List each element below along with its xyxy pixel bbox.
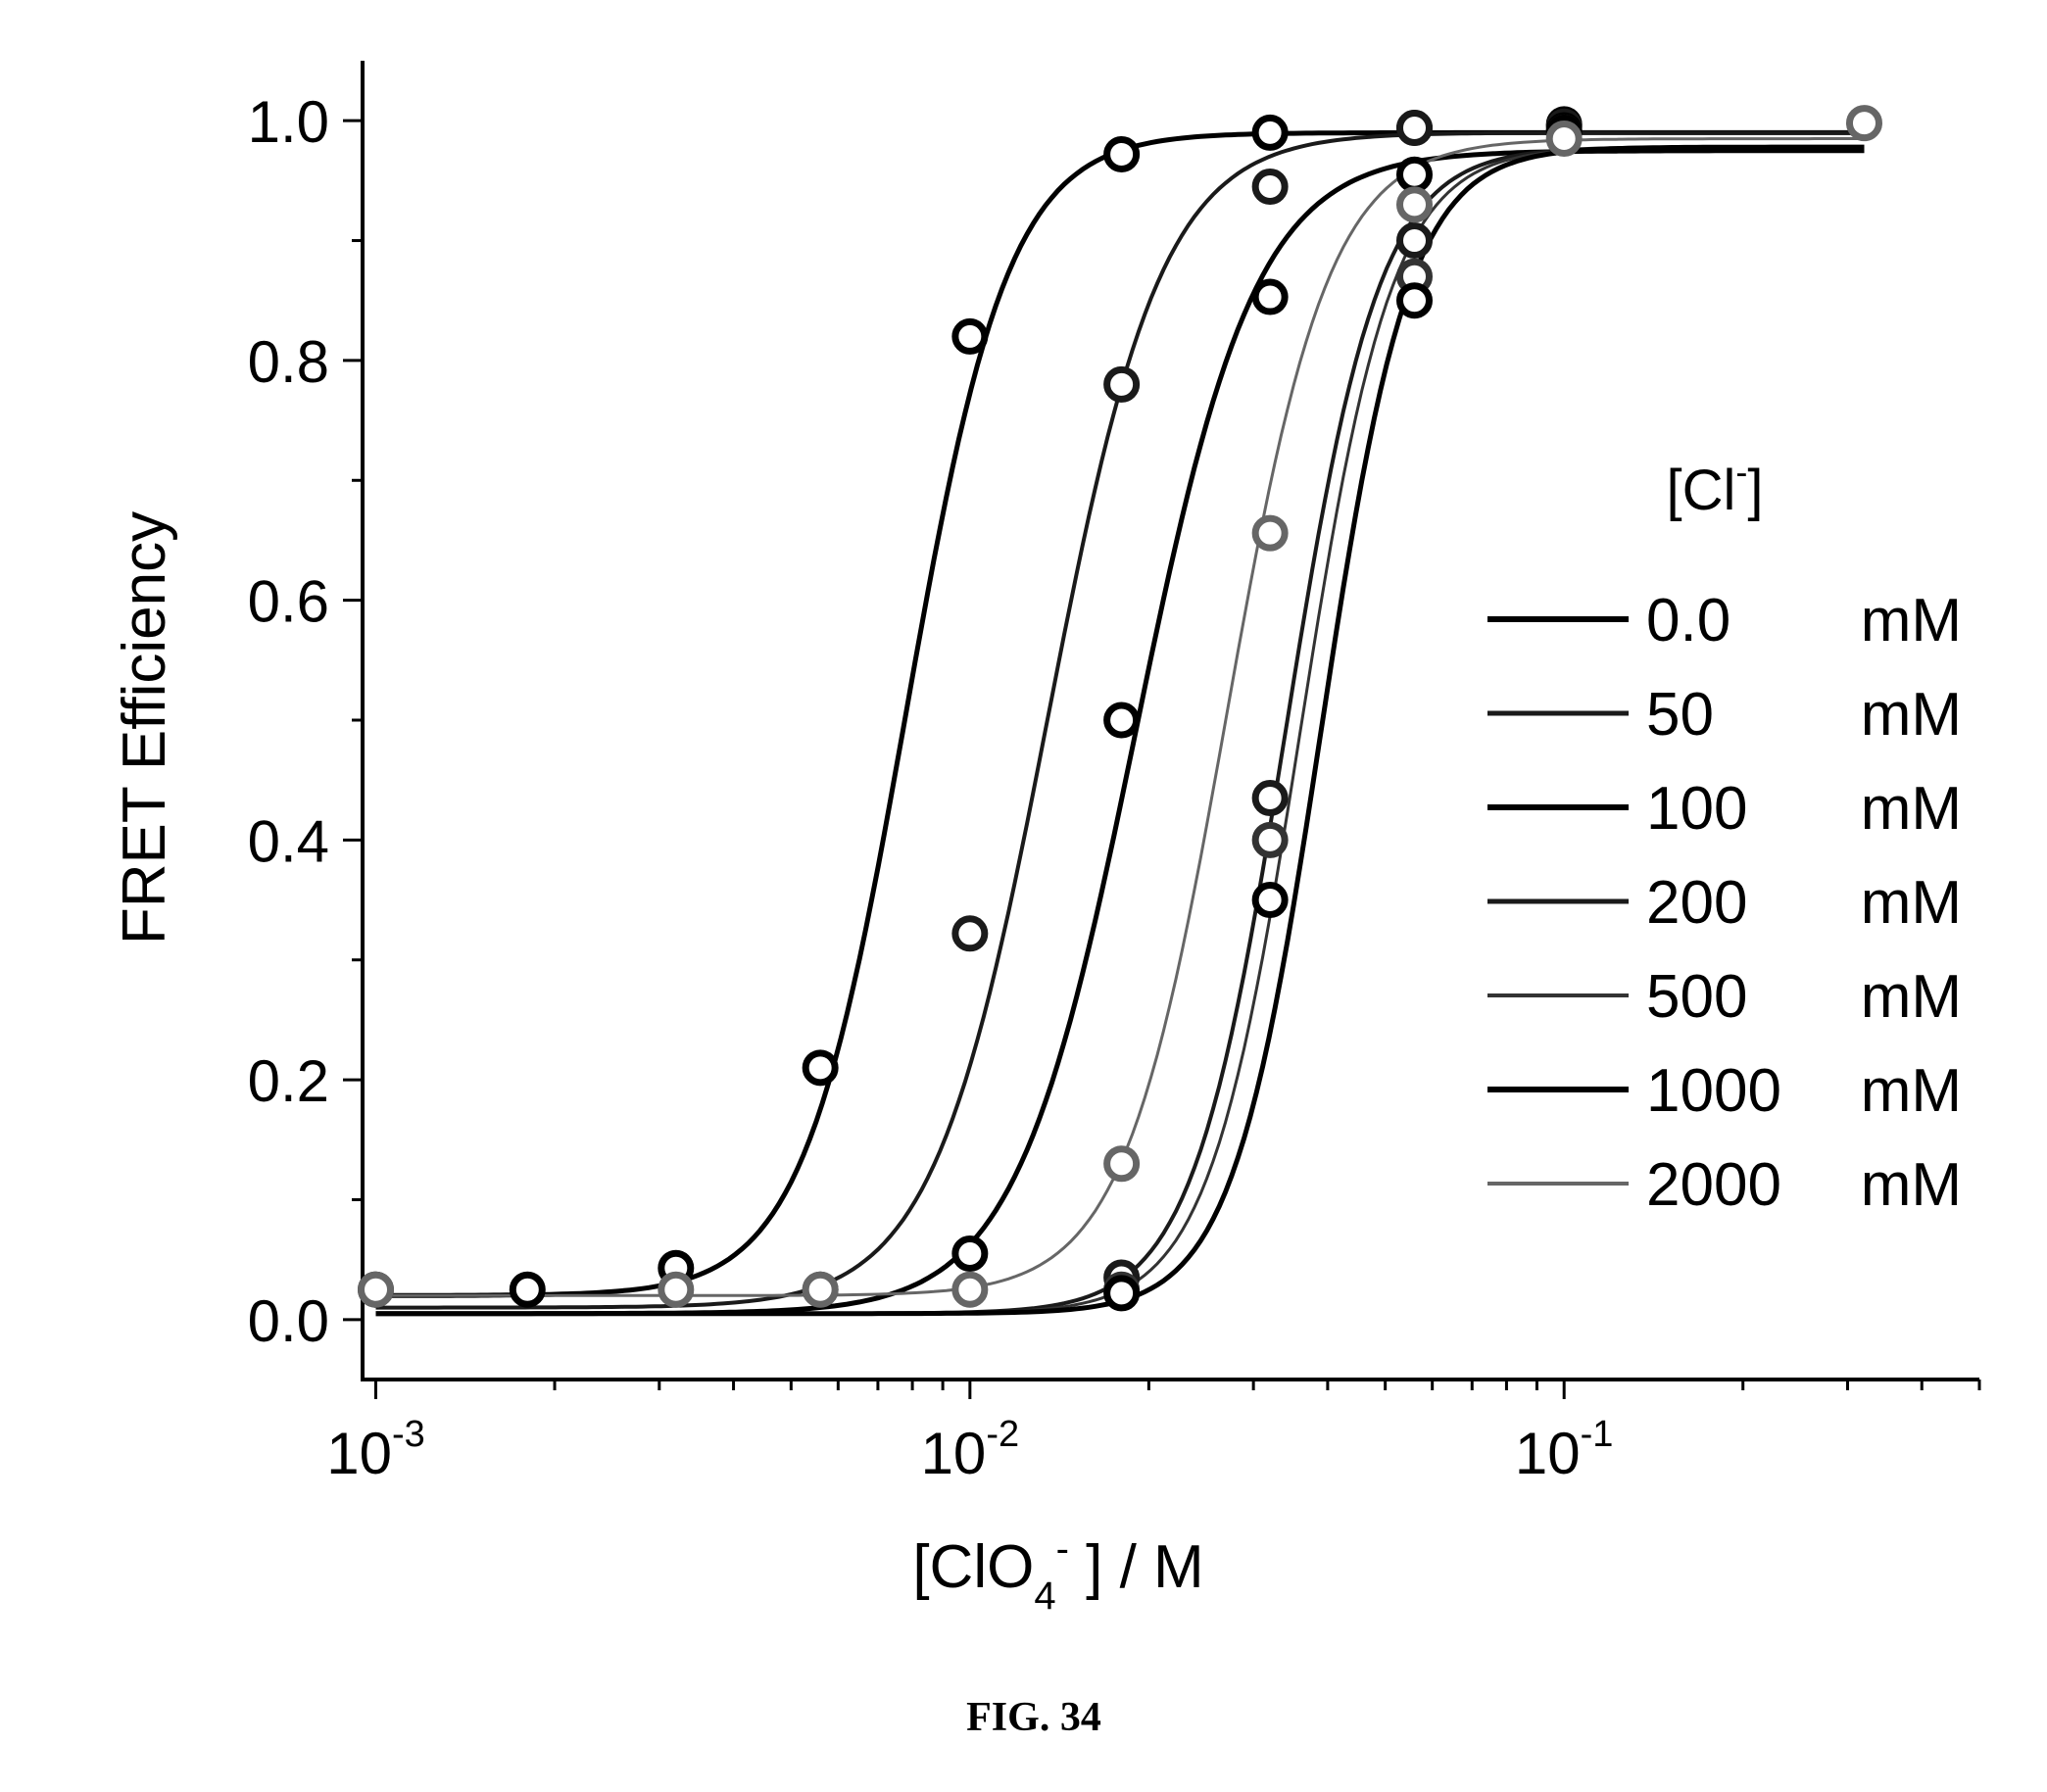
- legend-entry-unit: mM: [1861, 1057, 1962, 1125]
- x-axis-label-prefix: [ClO: [912, 1533, 1034, 1601]
- data-point-200-mm: [1400, 226, 1430, 256]
- legend-entry-unit: mM: [1861, 869, 1962, 937]
- x-tick-label: 10-3: [326, 1414, 425, 1486]
- data-point-2000-mm: [1255, 518, 1285, 548]
- legend-entry-name: 1000: [1646, 1057, 1781, 1125]
- x-axis-label-subscript: 4: [1034, 1574, 1055, 1618]
- data-point-50-mm: [955, 919, 985, 948]
- data-point-200-mm: [1255, 784, 1285, 813]
- data-point-50-mm: [1400, 114, 1430, 143]
- figure-label: FIG. 34: [966, 1695, 1101, 1740]
- x-tick-exponent: -1: [1581, 1414, 1614, 1455]
- data-point-2000-mm: [805, 1275, 835, 1304]
- legend-entry-unit: mM: [1861, 963, 1962, 1031]
- y-axis-label: FRET Efficiency: [111, 511, 178, 944]
- y-tick-label: 0.2: [248, 1048, 329, 1114]
- data-point-0-0-mm: [1255, 118, 1285, 147]
- legend-title: [Cl-]: [1666, 452, 1763, 522]
- data-point-0-0-mm: [1107, 139, 1137, 169]
- data-point-1000-mm: [1255, 886, 1285, 915]
- data-point-1000-mm: [1400, 286, 1430, 315]
- legend-entry-unit: mM: [1861, 681, 1962, 749]
- legend-entry-name: 0.0: [1646, 587, 1730, 654]
- data-point-2000-mm: [661, 1275, 691, 1304]
- legend: [Cl-] 0.0 mM 50 mM 100 mM 200 mM 500 mM 1000 mM 2000 m…: [1487, 452, 1962, 1219]
- data-point-100-mm: [955, 1239, 985, 1269]
- y-tick-label: 0.8: [248, 329, 329, 395]
- legend-entry-name: 100: [1646, 775, 1747, 843]
- x-tick-base: 10: [326, 1421, 392, 1486]
- data-point-100-mm: [1400, 160, 1430, 189]
- legend-entry-unit: mM: [1861, 587, 1962, 654]
- data-point-100-mm: [1107, 705, 1137, 735]
- y-tick-label: 0.4: [248, 808, 329, 874]
- data-point-100-mm: [1255, 282, 1285, 312]
- x-axis-label-suffix: ] / M: [1069, 1533, 1204, 1601]
- x-tick-base: 10: [1515, 1421, 1581, 1486]
- legend-entry-unit: mM: [1861, 775, 1962, 843]
- data-point-50-mm: [1255, 171, 1285, 201]
- data-point-0-0-mm: [955, 321, 985, 351]
- data-point-2000-mm: [955, 1275, 985, 1304]
- legend-entry-unit: mM: [1861, 1151, 1962, 1219]
- x-axis-label: [ClO4- ] / M: [912, 1527, 1203, 1618]
- data-point-2000-mm: [1400, 190, 1430, 219]
- data-point-0-0-mm: [805, 1053, 835, 1083]
- data-point-2000-mm: [362, 1275, 391, 1304]
- legend-entry-name: 500: [1646, 963, 1747, 1031]
- x-tick-label: 10-1: [1515, 1414, 1614, 1486]
- y-tick-label: 1.0: [248, 89, 329, 155]
- data-point-2000-mm: [1849, 109, 1878, 138]
- legend-entry-name: 2000: [1646, 1151, 1781, 1219]
- data-point-2000-mm: [1549, 124, 1579, 154]
- x-tick-exponent: -2: [986, 1414, 1019, 1455]
- x-axis-label-superscript: -: [1056, 1527, 1069, 1571]
- y-tick-label: 0.6: [248, 569, 329, 635]
- x-tick-label: 10-2: [921, 1414, 1020, 1486]
- x-tick-base: 10: [921, 1421, 987, 1486]
- data-point-500-mm: [1255, 825, 1285, 854]
- legend-entry-name: 200: [1646, 869, 1747, 937]
- data-point-2000-mm: [1107, 1149, 1137, 1179]
- legend-entry-name: 50: [1646, 681, 1714, 749]
- data-point-1000-mm: [1107, 1279, 1137, 1308]
- y-tick-label: 0.0: [248, 1288, 329, 1354]
- data-point-0-0-mm: [512, 1275, 542, 1304]
- data-point-50-mm: [1107, 369, 1137, 399]
- x-tick-exponent: -3: [392, 1414, 425, 1455]
